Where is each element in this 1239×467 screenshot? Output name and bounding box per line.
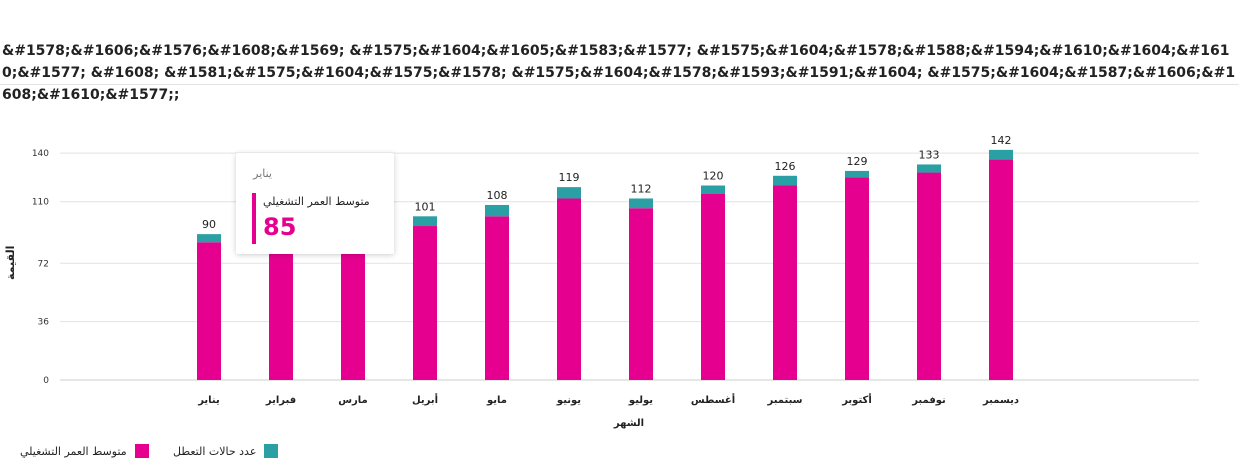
tooltip-category: يناير	[253, 167, 272, 180]
data-label: 119	[559, 171, 580, 184]
bar-series1	[197, 242, 221, 380]
bar-series1	[557, 198, 581, 380]
bar-series2	[485, 204, 509, 217]
x-tick-label: أبريل	[412, 393, 438, 406]
legend-item-series1[interactable]: متوسط العمر التشغيلي	[20, 443, 149, 459]
data-label: 90	[202, 218, 216, 231]
x-tick-label: مايو	[486, 395, 507, 406]
legend-label-series1: متوسط العمر التشغيلي	[20, 444, 127, 458]
legend-item-series2[interactable]: عدد حالات التعطل	[173, 443, 279, 459]
bar-series1	[413, 226, 437, 380]
x-tick-label: ديسمبر	[982, 395, 1019, 406]
bar-series2	[989, 149, 1013, 160]
bar-series2	[917, 164, 941, 173]
x-tick-label: فبراير	[265, 395, 296, 406]
y-axis-label: القيمة	[4, 245, 17, 280]
x-tick-label: أكتوبر	[841, 393, 872, 406]
legend-swatch-series2	[264, 444, 279, 458]
y-tick-label: 36	[38, 318, 50, 328]
bar-series2	[701, 185, 725, 194]
data-label: 142	[991, 134, 1012, 147]
bar-series1	[845, 177, 869, 380]
tooltip-series-label: متوسط العمر التشغيلي	[263, 195, 370, 208]
bar-series1	[917, 172, 941, 380]
x-tick-label: يونيو	[556, 395, 581, 406]
bar-series2	[629, 198, 653, 209]
x-tick-label: يناير	[197, 395, 220, 406]
bar-series2	[413, 216, 437, 227]
data-label: 120	[703, 170, 724, 183]
bar-series1	[269, 239, 293, 380]
y-tick-label: 72	[38, 259, 49, 269]
bar-series2	[197, 234, 221, 243]
tooltip: يناير متوسط العمر التشغيلي 85	[236, 153, 394, 254]
data-label: 129	[847, 155, 868, 168]
chart-title: &#1578;&#1606;&#1576;&#1608;&#1569; &#15…	[2, 43, 1236, 103]
y-tick-label: 0	[43, 376, 49, 386]
tooltip-series-marker	[252, 193, 256, 244]
bar-series1	[485, 216, 509, 380]
y-tick-label: 140	[32, 149, 49, 159]
title-divider	[0, 84, 1239, 85]
x-tick-label: يوليو	[628, 395, 653, 406]
x-tick-label: نوفمبر	[911, 395, 946, 406]
bar-series1	[989, 159, 1013, 380]
bar-series1	[773, 185, 797, 380]
bar-series2	[845, 170, 869, 178]
data-label: 101	[415, 200, 436, 213]
bar-series1	[701, 193, 725, 380]
y-tick-label: 110	[32, 198, 49, 208]
tooltip-value: 85	[263, 213, 297, 241]
x-tick-label: سبتمبر	[766, 395, 802, 406]
data-label: 112	[631, 182, 652, 195]
bar-series1	[629, 208, 653, 380]
data-label: 133	[919, 148, 940, 161]
x-tick-label: مارس	[338, 395, 368, 406]
legend-swatch-series1	[134, 444, 149, 458]
data-label: 108	[487, 189, 508, 202]
bar-series2	[557, 187, 581, 199]
x-axis-label: الشهر	[613, 418, 644, 429]
legend-label-series2: عدد حالات التعطل	[173, 444, 257, 458]
legend: متوسط العمر التشغيلي عدد حالات التعطل	[0, 443, 1239, 463]
bar-series2	[773, 175, 797, 186]
bar-series1	[341, 234, 365, 380]
data-label: 126	[775, 160, 796, 173]
x-tick-label: أغسطس	[691, 393, 735, 406]
